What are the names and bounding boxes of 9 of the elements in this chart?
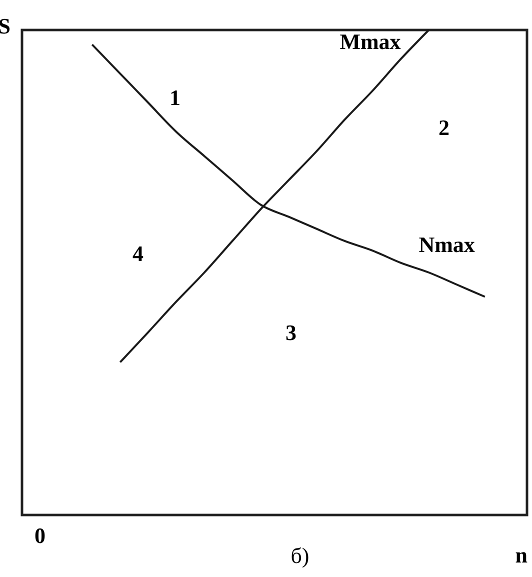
text: 0 xyxy=(34,523,46,548)
annotation: 4 xyxy=(132,241,144,266)
series-label: Nmax xyxy=(418,232,475,257)
x-axis-title: n xyxy=(515,542,528,568)
text: б) xyxy=(290,543,310,568)
annotation: 1 xyxy=(170,85,180,110)
annotation: 2 xyxy=(438,115,450,140)
annotation: 3 xyxy=(286,320,296,345)
series-label: Mmax xyxy=(340,29,401,54)
